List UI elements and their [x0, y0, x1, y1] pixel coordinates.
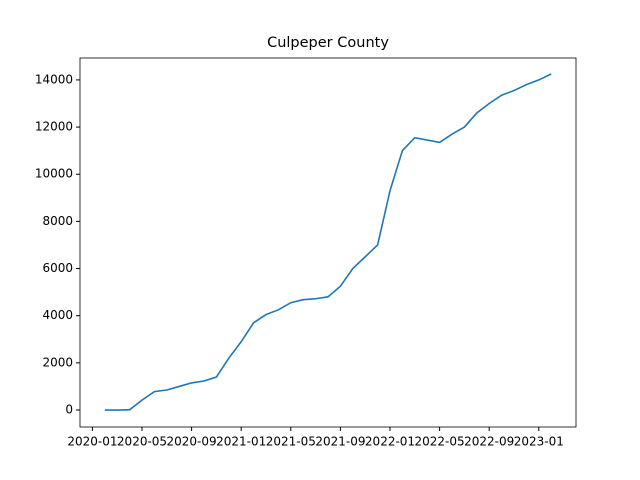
y-tick-label: 2000: [42, 355, 73, 369]
x-tick-label: 2022-05: [415, 435, 465, 449]
data-line: [104, 73, 552, 411]
x-tick-label: 2022-09: [464, 435, 514, 449]
x-tick-label: 2020-09: [167, 435, 217, 449]
y-tick-label: 8000: [42, 214, 73, 228]
y-tick-label: 6000: [42, 261, 73, 275]
y-tick-label: 10000: [35, 167, 73, 181]
x-tick-label: 2022-01: [365, 435, 415, 449]
y-tick-label: 0: [65, 403, 73, 417]
plot-frame: [79, 57, 577, 428]
y-tick-label: 14000: [35, 72, 73, 86]
x-tick-label: 2020-01: [67, 435, 117, 449]
y-tick-label: 4000: [42, 308, 73, 322]
y-tick-label: 12000: [35, 120, 73, 134]
chart-title: Culpeper County: [267, 35, 389, 51]
x-tick-label: 2021-05: [266, 435, 316, 449]
x-tick-label: 2021-01: [216, 435, 266, 449]
x-tick-label: 2020-05: [117, 435, 167, 449]
x-tick-label: 2021-09: [315, 435, 365, 449]
x-tick-label: 2023-01: [514, 435, 564, 449]
